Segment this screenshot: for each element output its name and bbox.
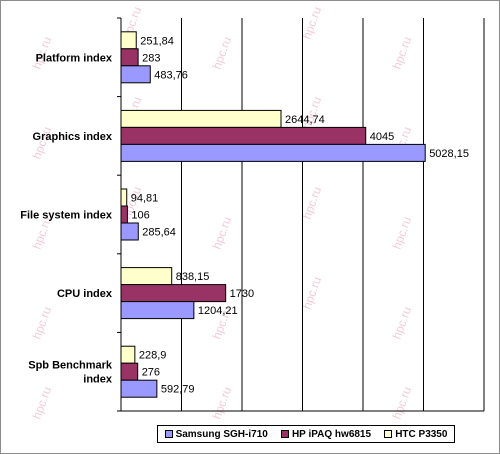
category-label: Graphics index (33, 131, 113, 143)
watermark-text: hpc.ru (390, 385, 415, 421)
watermark-text: hpc.ru (390, 305, 415, 341)
bar-samsung-sgh-i710 (120, 65, 151, 84)
legend-label-htc: HTC P3350 (395, 428, 448, 440)
bar-htc-p3350 (120, 345, 136, 364)
data-label: 251,84 (140, 35, 174, 47)
legend-swatch-hp (280, 430, 289, 438)
legend-swatch-htc (384, 430, 393, 438)
watermark-text: hpc.ru (390, 35, 415, 71)
bar-hp-ipaq-hw6815 (120, 362, 139, 381)
data-label: 838,15 (176, 271, 210, 283)
watermark-text: hpc.ru (390, 215, 415, 251)
watermark-text: hpc.ru (210, 215, 235, 251)
watermark-text: hpc.ru (300, 275, 325, 311)
bar-hp-ipaq-hw6815 (120, 284, 227, 303)
watermark-text: hpc.ru (210, 35, 235, 71)
data-label: 94,81 (131, 193, 159, 205)
bar-htc-p3350 (120, 31, 137, 50)
data-label: 285,64 (142, 227, 176, 239)
legend-label-hp: HP iPAQ hw6815 (291, 428, 372, 440)
legend: Samsung SGH-i710 HP iPAQ hw6815 HTC P335… (157, 425, 455, 443)
data-label: 2644,74 (285, 114, 325, 126)
data-label: 1204,21 (198, 305, 238, 317)
legend-item-samsung: Samsung SGH-i710 (164, 428, 268, 440)
watermark-text: hpc.ru (30, 305, 55, 341)
data-label: 483,76 (154, 69, 188, 81)
data-label: 592,79 (161, 384, 195, 396)
category-label: index (83, 374, 113, 386)
data-label: 106 (131, 210, 149, 222)
bar-hp-ipaq-hw6815 (120, 126, 367, 145)
watermark-text: hpc.ru (30, 385, 55, 421)
data-label: 228,9 (139, 350, 167, 362)
bar-hp-ipaq-hw6815 (120, 48, 139, 67)
data-label: 1730 (230, 288, 254, 300)
bar-samsung-sgh-i710 (120, 379, 158, 398)
category-label: CPU index (57, 288, 113, 300)
data-label: 283 (142, 52, 160, 64)
data-label: 5028,15 (429, 148, 469, 160)
bar-samsung-sgh-i710 (120, 222, 139, 241)
legend-item-htc: HTC P3350 (384, 429, 447, 440)
watermark-text: hpc.ru (300, 185, 325, 221)
data-label: 4045 (370, 131, 394, 143)
watermark-text: hpc.ru (210, 385, 235, 421)
category-label: Platform index (36, 52, 113, 64)
bar-samsung-sgh-i710 (120, 143, 426, 162)
legend-swatch-samsung (164, 430, 173, 438)
legend-item-hp: HP iPAQ hw6815 (280, 428, 372, 440)
category-label: Spb Benchmark (28, 360, 113, 372)
bar-htc-p3350 (120, 109, 282, 128)
legend-label-samsung: Samsung SGH-i710 (175, 428, 268, 440)
category-label: File system index (20, 210, 113, 222)
watermark-text: hpc.ru (300, 5, 325, 41)
bar-htc-p3350 (120, 188, 128, 207)
bar-samsung-sgh-i710 (120, 301, 195, 320)
data-label: 276 (142, 367, 160, 379)
bar-hp-ipaq-hw6815 (120, 205, 128, 224)
bar-htc-p3350 (120, 267, 173, 286)
